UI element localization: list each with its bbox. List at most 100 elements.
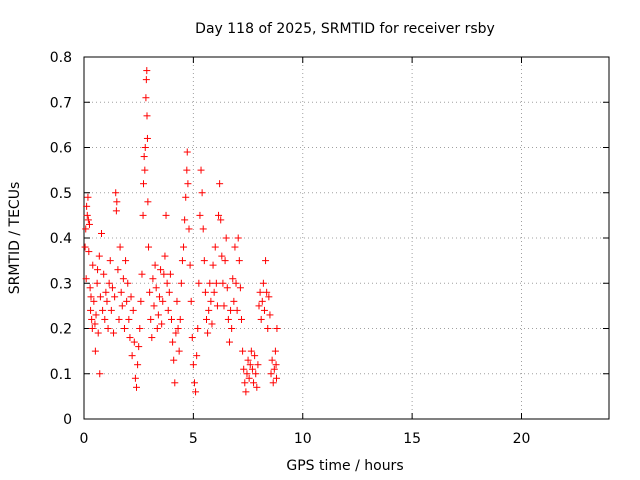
data-point <box>131 374 139 382</box>
data-point <box>161 252 169 260</box>
data-point <box>211 243 219 251</box>
y-tick-label: 0.1 <box>50 367 72 383</box>
y-tick-label: 0.7 <box>50 95 72 111</box>
data-point <box>230 297 238 305</box>
data-point <box>105 279 113 287</box>
data-point <box>85 220 93 228</box>
data-point <box>99 306 107 314</box>
data-point <box>181 216 189 224</box>
data-point <box>112 207 120 215</box>
data-point <box>206 279 214 287</box>
data-point <box>91 320 99 328</box>
data-point <box>122 257 130 265</box>
data-point <box>96 293 104 301</box>
data-point <box>219 279 227 287</box>
data-point <box>168 315 175 323</box>
data-point <box>98 229 105 237</box>
data-point <box>174 325 182 332</box>
data-point <box>152 284 160 292</box>
data-point <box>175 347 183 355</box>
data-point <box>83 202 91 210</box>
data-point <box>234 234 242 242</box>
x-tick-label: 10 <box>294 431 312 447</box>
data-point <box>103 297 111 305</box>
data-point <box>126 334 134 342</box>
data-point <box>114 266 122 274</box>
data-point <box>106 257 114 265</box>
data-point <box>240 365 248 373</box>
data-point <box>92 311 100 319</box>
data-point <box>210 288 218 296</box>
data-point <box>183 148 191 156</box>
data-point <box>251 352 259 360</box>
y-tick-label: 0.5 <box>50 186 72 202</box>
data-point <box>257 315 265 323</box>
data-point <box>204 329 212 337</box>
data-point <box>208 320 216 328</box>
data-point <box>164 306 172 314</box>
data-point <box>235 257 243 265</box>
data-point <box>172 329 180 337</box>
plot-frame <box>83 56 610 420</box>
data-point <box>264 325 272 332</box>
data-point <box>187 297 195 305</box>
data-point <box>141 144 149 151</box>
x-tick-label: 15 <box>403 431 421 447</box>
data-point <box>273 374 280 382</box>
data-point <box>269 379 277 387</box>
x-tick-label: 20 <box>513 431 531 447</box>
data-point <box>81 243 89 251</box>
data-point <box>159 297 167 305</box>
data-point <box>192 388 200 396</box>
data-point <box>194 325 202 332</box>
data-point <box>111 293 119 301</box>
data-point <box>244 356 252 364</box>
data-point <box>115 315 123 323</box>
data-point <box>143 134 151 142</box>
data-point <box>232 279 240 287</box>
data-point <box>88 325 96 332</box>
y-tick-label: 0.3 <box>50 276 72 292</box>
data-point <box>197 166 205 174</box>
data-point <box>196 211 204 219</box>
data-point <box>243 370 251 378</box>
data-point <box>246 361 254 369</box>
data-point <box>110 329 118 337</box>
data-point <box>228 325 236 332</box>
data-point <box>242 388 250 396</box>
data-point <box>87 293 95 301</box>
data-point <box>104 325 112 332</box>
data-point <box>87 306 95 314</box>
x-tick-label: 0 <box>80 431 89 447</box>
data-point <box>136 325 144 332</box>
data-point <box>142 76 150 84</box>
y-tick-label: 0.4 <box>50 231 72 247</box>
data-point <box>141 166 149 174</box>
data-point <box>178 257 186 265</box>
data-point <box>271 347 279 355</box>
data-point <box>83 211 91 219</box>
y-tick-label: 0 <box>63 412 72 428</box>
data-point <box>148 334 156 342</box>
data-point <box>252 370 260 378</box>
data-point <box>90 297 98 305</box>
x-tick-label: 5 <box>189 431 198 447</box>
y-tick-label: 0.2 <box>50 322 72 338</box>
data-point <box>236 284 244 292</box>
data-point <box>176 315 184 323</box>
data-point <box>123 297 131 305</box>
data-point <box>180 243 188 251</box>
data-point <box>84 193 92 201</box>
data-point <box>150 302 158 310</box>
data-point <box>133 383 140 391</box>
data-point <box>177 279 185 287</box>
data-point <box>143 112 151 120</box>
data-point <box>231 243 239 251</box>
data-point <box>117 288 125 296</box>
data-point <box>273 325 281 332</box>
data-point <box>101 315 109 323</box>
data-point <box>201 288 209 296</box>
data-point <box>259 279 267 287</box>
y-tick-label: 0.8 <box>50 50 72 66</box>
data-point <box>218 252 226 260</box>
